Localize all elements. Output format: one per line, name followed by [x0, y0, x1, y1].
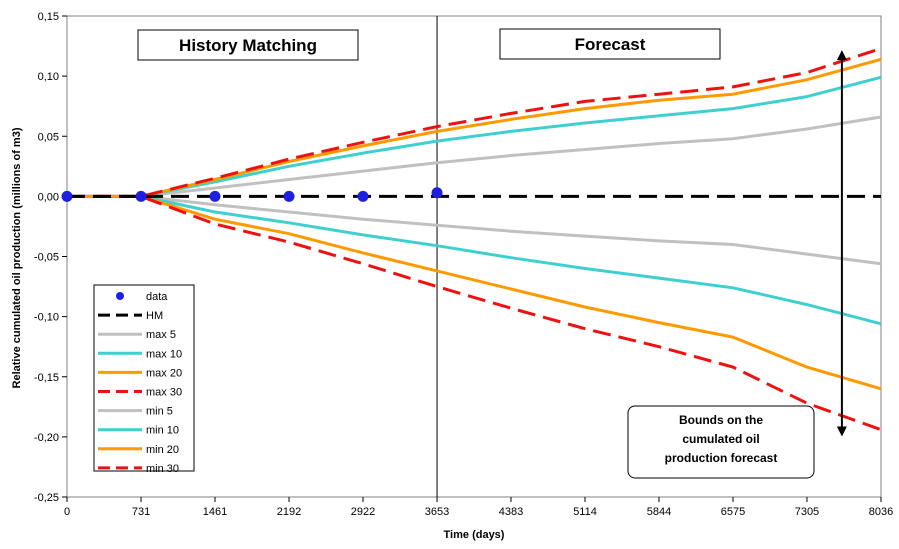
data-point	[135, 190, 147, 202]
x-tick-label: 4383	[499, 506, 523, 518]
annotation-box: Bounds on the cumulated oil production f…	[627, 405, 815, 479]
y-tick-label: -0,20	[34, 432, 59, 444]
data-point	[283, 190, 295, 202]
annotation-line-1: Bounds on the	[679, 413, 763, 427]
legend-label-max-30: max 30	[146, 387, 182, 399]
x-tick-label: 731	[132, 506, 150, 518]
legend-label-min-5: min 5	[146, 406, 173, 418]
legend-label-min-30: min 30	[146, 463, 179, 475]
legend-label-max-10: max 10	[146, 348, 182, 360]
x-tick-label: 0	[64, 506, 70, 518]
y-tick-label: -0,10	[34, 312, 59, 324]
x-tick-label: 8036	[869, 506, 893, 518]
y-tick-label: -0,25	[34, 492, 59, 504]
y-tick-label: -0,15	[34, 372, 59, 384]
legend: data HM max 5 max 10 max 20 max 30 min 5 min 10…	[93, 284, 195, 475]
series-min-30	[67, 194, 882, 432]
axes: 0,15 0,10 0,05 0,00 -0,05 -0,10 -0,15 -0,20 -0,2…	[34, 11, 893, 518]
series-max-10	[67, 75, 882, 198]
data-point	[209, 190, 221, 202]
data-point	[357, 190, 369, 202]
legend-items: data HM max 5 max 10 max 20 max 30 min 5 min 10…	[98, 291, 182, 475]
x-tick-label: 5844	[647, 506, 671, 518]
legend-label-max-20: max 20	[146, 367, 182, 379]
legend-marker-data	[116, 292, 124, 300]
x-tick-label: 5114	[573, 506, 597, 518]
legend-label-data: data	[146, 291, 168, 303]
section-box-history: History Matching	[137, 29, 359, 61]
section-label-forecast: Forecast	[575, 35, 646, 54]
legend-label-min-10: min 10	[146, 425, 179, 437]
x-tick-label: 1461	[203, 506, 227, 518]
legend-label-max-5: max 5	[146, 329, 176, 341]
x-tick-label: 2192	[277, 506, 301, 518]
series-max-5	[67, 115, 882, 198]
bounds-arrow	[836, 50, 847, 437]
legend-label-min-20: min 20	[146, 444, 179, 456]
y-tick-label: 0,10	[38, 71, 59, 83]
x-axis-title: Time (days)	[444, 529, 505, 541]
x-tick-label: 6575	[721, 506, 745, 518]
series-min-5	[67, 194, 882, 266]
x-tick-label: 3653	[425, 506, 449, 518]
y-tick-label: 0,05	[38, 131, 59, 143]
arrow-head-down	[836, 426, 847, 437]
series-max-30	[67, 47, 882, 198]
arrow-head-up	[836, 50, 847, 61]
series-min-10	[67, 194, 882, 326]
y-tick-label: 0,15	[38, 11, 59, 23]
series-min-20	[67, 194, 882, 391]
section-label-history: History Matching	[179, 36, 317, 55]
x-tick-label: 7305	[795, 506, 819, 518]
legend-label-HM: HM	[146, 310, 163, 322]
data-point	[431, 187, 443, 199]
data-point	[61, 190, 73, 202]
annotation-line-3: production forecast	[665, 451, 778, 465]
annotation-line-2: cumulated oil	[682, 432, 759, 446]
y-axis-title: Relative cumulated oil production (milli…	[11, 127, 23, 388]
series-group	[61, 47, 882, 432]
y-tick-label: -0,05	[34, 252, 59, 264]
section-box-forecast: Forecast	[499, 28, 721, 60]
y-tick-label: 0,00	[38, 191, 59, 203]
x-tick-label: 2922	[351, 506, 375, 518]
